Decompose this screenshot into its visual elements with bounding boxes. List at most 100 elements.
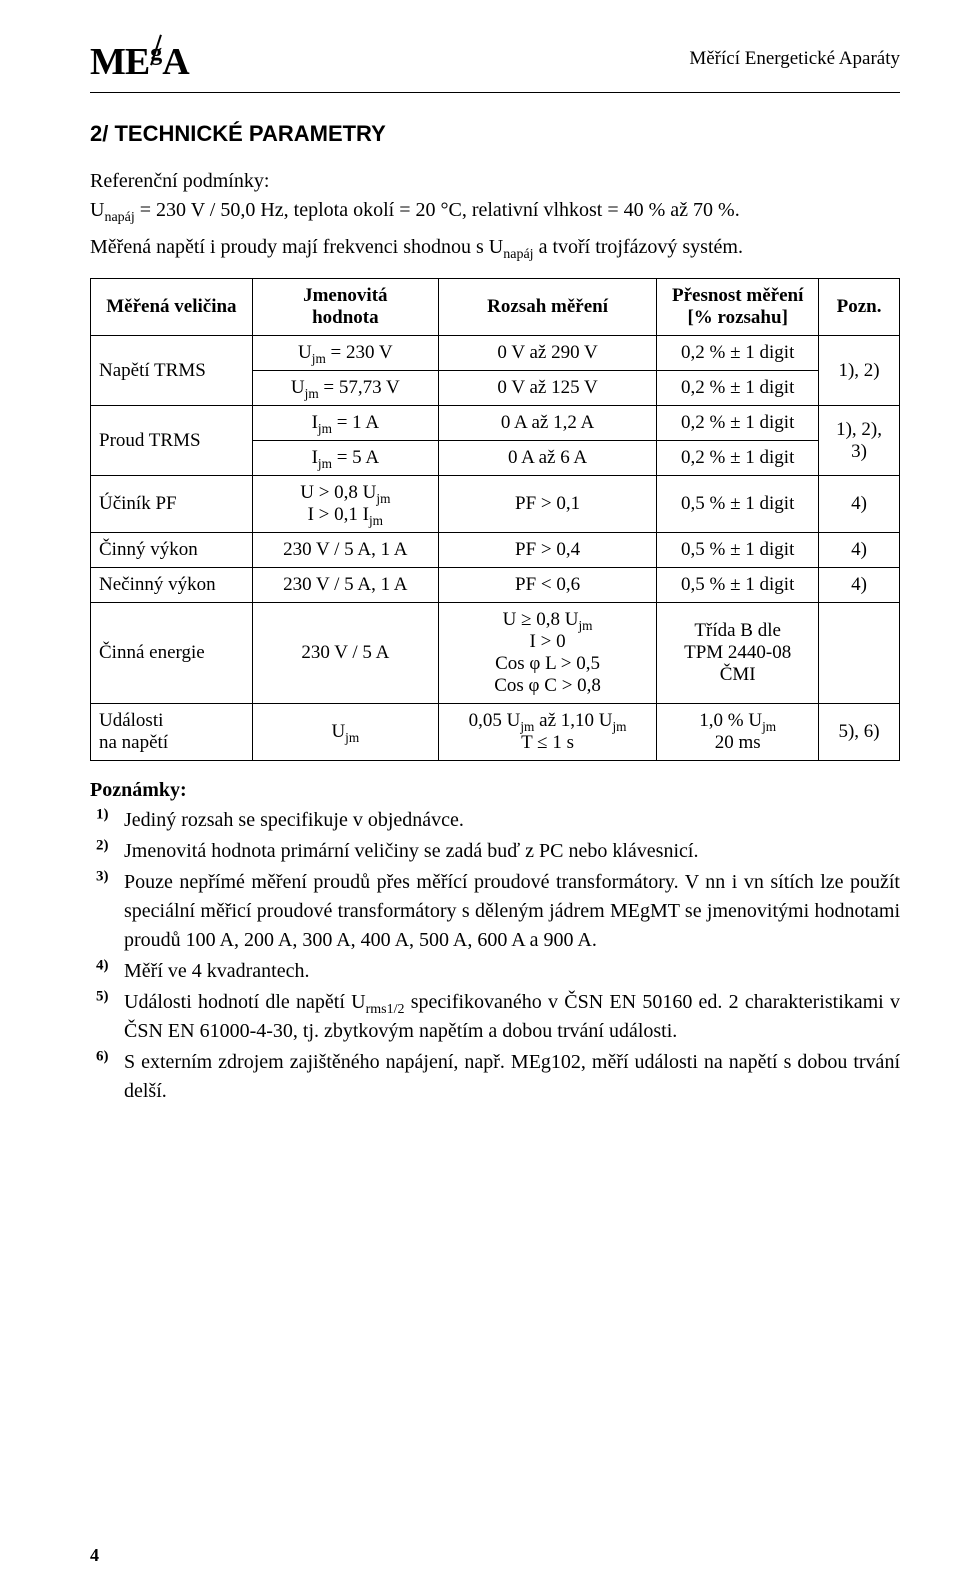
logo-letter-e: E bbox=[125, 40, 149, 84]
cell-accuracy: 1,0 % Ujm 20 ms bbox=[657, 704, 819, 761]
cell-note: 4) bbox=[819, 476, 900, 533]
cell-note bbox=[819, 603, 900, 704]
th-nominal-b: hodnota bbox=[312, 307, 379, 328]
intro-u-sub: napáj bbox=[104, 210, 134, 225]
cell-nominal: 230 V / 5 A, 1 A bbox=[252, 568, 438, 603]
cell-accuracy: 0,2 % ± 1 digit bbox=[657, 406, 819, 441]
cell-nominal: Ujm = 57,73 V bbox=[252, 371, 438, 406]
th-accuracy-a: Přesnost měření bbox=[672, 285, 803, 306]
cell-note: 1), 2) bbox=[819, 336, 900, 406]
section-title: 2/ TECHNICKÉ PARAMETRY bbox=[90, 121, 900, 147]
page: M E g A Měřící Energetické Aparáty 2/ TE… bbox=[0, 0, 960, 1596]
table-row: Události na napětí Ujm 0,05 Ujm až 1,10 … bbox=[91, 704, 900, 761]
th-nominal-a: Jmenovitá bbox=[303, 285, 387, 306]
table-row: Činný výkon 230 V / 5 A, 1 A PF > 0,4 0,… bbox=[91, 533, 900, 568]
intro-line1: Referenční podmínky: Unapáj = 230 V / 50… bbox=[90, 167, 900, 225]
cell-nominal: Ijm = 1 A bbox=[252, 406, 438, 441]
cell-quantity: Činná energie bbox=[91, 603, 253, 704]
cell-accuracy: 0,5 % ± 1 digit bbox=[657, 533, 819, 568]
cell-range: PF > 0,4 bbox=[438, 533, 656, 568]
logo-g-wrap: g bbox=[149, 40, 162, 84]
cell-range: PF > 0,1 bbox=[438, 476, 656, 533]
table-row: Činná energie 230 V / 5 A U ≥ 0,8 Ujm I … bbox=[91, 603, 900, 704]
cell-range: 0 V až 125 V bbox=[438, 371, 656, 406]
cell-range: 0 A až 1,2 A bbox=[438, 406, 656, 441]
logo-letter-m: M bbox=[90, 40, 125, 84]
th-accuracy-b: [% rozsahu] bbox=[687, 307, 787, 328]
note-item: 5) Události hodnotí dle napětí Urms1/2 s… bbox=[124, 988, 900, 1046]
table-row: Proud TRMS Ijm = 1 A 0 A až 1,2 A 0,2 % … bbox=[91, 406, 900, 441]
note-number: 3) bbox=[96, 868, 109, 897]
cell-quantity: Napětí TRMS bbox=[91, 336, 253, 406]
cell-nominal: U > 0,8 Ujm I > 0,1 Ijm bbox=[252, 476, 438, 533]
note-item: 6) S externím zdrojem zajištěného napáje… bbox=[124, 1048, 900, 1106]
note-text: S externím zdrojem zajištěného napájení,… bbox=[124, 1051, 900, 1102]
note-text: Pouze nepřímé měření proudů přes měřící … bbox=[124, 871, 900, 951]
intro2-sub: napáj bbox=[503, 247, 533, 262]
note-text: Jmenovitá hodnota primární veličiny se z… bbox=[124, 840, 698, 862]
cell-nominal: 230 V / 5 A, 1 A bbox=[252, 533, 438, 568]
cell-accuracy: 0,2 % ± 1 digit bbox=[657, 371, 819, 406]
note-item: 3) Pouze nepřímé měření proudů přes měří… bbox=[124, 868, 900, 955]
header-subtitle: Měřící Energetické Aparáty bbox=[689, 40, 900, 70]
intro-u: U bbox=[90, 199, 104, 221]
intro-label: Referenční podmínky: bbox=[90, 170, 269, 192]
th-note: Pozn. bbox=[819, 279, 900, 336]
cell-nominal: Ujm = 230 V bbox=[252, 336, 438, 371]
th-range: Rozsah měření bbox=[438, 279, 656, 336]
th-quantity: Měřená veličina bbox=[91, 279, 253, 336]
table-row: Účiník PF U > 0,8 Ujm I > 0,1 Ijm PF > 0… bbox=[91, 476, 900, 533]
intro2-post: a tvoří trojfázový systém. bbox=[534, 236, 743, 258]
cell-accuracy: 0,5 % ± 1 digit bbox=[657, 568, 819, 603]
logo: M E g A bbox=[90, 40, 189, 84]
note-number: 5) bbox=[96, 988, 109, 1017]
logo-letter-a: A bbox=[162, 40, 188, 84]
cell-note: 5), 6) bbox=[819, 704, 900, 761]
cell-note: 4) bbox=[819, 568, 900, 603]
notes-title: Poznámky: bbox=[90, 779, 900, 802]
cell-quantity: Činný výkon bbox=[91, 533, 253, 568]
cell-range: 0 A až 6 A bbox=[438, 441, 656, 476]
note-number: 4) bbox=[96, 957, 109, 986]
note-sub: rms1/2 bbox=[366, 1002, 405, 1017]
cell-note: 1), 2), 3) bbox=[819, 406, 900, 476]
note-item: 1) Jediný rozsah se specifikuje v objedn… bbox=[124, 806, 900, 835]
cell-nominal: Ujm bbox=[252, 704, 438, 761]
th-accuracy: Přesnost měření [% rozsahu] bbox=[657, 279, 819, 336]
note-text: Jediný rozsah se specifikuje v objednávc… bbox=[124, 809, 464, 831]
page-number: 4 bbox=[90, 1545, 99, 1566]
cell-range: 0 V až 290 V bbox=[438, 336, 656, 371]
table-row: Nečinný výkon 230 V / 5 A, 1 A PF < 0,6 … bbox=[91, 568, 900, 603]
note-text: Měří ve 4 kvadrantech. bbox=[124, 960, 309, 982]
note-text-a: Události hodnotí dle napětí U bbox=[124, 991, 366, 1013]
page-header: M E g A Měřící Energetické Aparáty bbox=[90, 40, 900, 84]
cell-quantity: Události na napětí bbox=[91, 704, 253, 761]
note-number: 1) bbox=[96, 806, 109, 835]
table-header-row: Měřená veličina Jmenovitá hodnota Rozsah… bbox=[91, 279, 900, 336]
th-nominal: Jmenovitá hodnota bbox=[252, 279, 438, 336]
cell-quantity: Nečinný výkon bbox=[91, 568, 253, 603]
cell-range: PF < 0,6 bbox=[438, 568, 656, 603]
table-row: Napětí TRMS Ujm = 230 V 0 V až 290 V 0,2… bbox=[91, 336, 900, 371]
cell-accuracy: Třída B dle TPM 2440-08 ČMI bbox=[657, 603, 819, 704]
parameters-table: Měřená veličina Jmenovitá hodnota Rozsah… bbox=[90, 278, 900, 761]
cell-range: 0,05 Ujm až 1,10 Ujm T ≤ 1 s bbox=[438, 704, 656, 761]
cell-quantity: Účiník PF bbox=[91, 476, 253, 533]
header-rule bbox=[90, 92, 900, 93]
cell-range: U ≥ 0,8 Ujm I > 0 Cos φ L > 0,5 Cos φ C … bbox=[438, 603, 656, 704]
cell-quantity: Proud TRMS bbox=[91, 406, 253, 476]
intro-rest: = 230 V / 50,0 Hz, teplota okolí = 20 °C… bbox=[135, 199, 740, 221]
intro2-pre: Měřená napětí i proudy mají frekvenci sh… bbox=[90, 236, 503, 258]
intro-line2: Měřená napětí i proudy mají frekvenci sh… bbox=[90, 233, 900, 262]
cell-nominal: 230 V / 5 A bbox=[252, 603, 438, 704]
cell-accuracy: 0,2 % ± 1 digit bbox=[657, 441, 819, 476]
cell-accuracy: 0,5 % ± 1 digit bbox=[657, 476, 819, 533]
note-item: 2) Jmenovitá hodnota primární veličiny s… bbox=[124, 837, 900, 866]
cell-nominal: Ijm = 5 A bbox=[252, 441, 438, 476]
notes-list: 1) Jediný rozsah se specifikuje v objedn… bbox=[90, 806, 900, 1106]
cell-note: 4) bbox=[819, 533, 900, 568]
note-number: 6) bbox=[96, 1048, 109, 1077]
note-item: 4) Měří ve 4 kvadrantech. bbox=[124, 957, 900, 986]
note-number: 2) bbox=[96, 837, 109, 866]
cell-accuracy: 0,2 % ± 1 digit bbox=[657, 336, 819, 371]
